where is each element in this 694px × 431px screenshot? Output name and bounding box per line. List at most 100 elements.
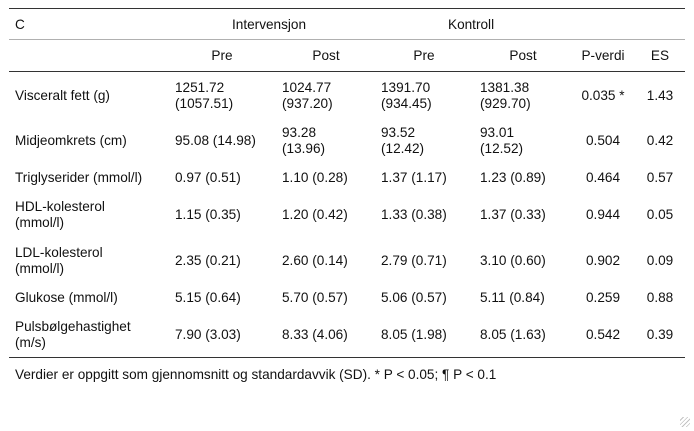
cell-line: Visceralt fett (g)	[15, 88, 110, 103]
cell-line: 5.06 (0.57)	[381, 290, 447, 305]
cell-line: 8.05 (1.63)	[480, 327, 546, 342]
bottom-rule	[9, 357, 685, 358]
cell-post-control: 1.23 (0.89)	[480, 170, 572, 186]
cell-pre-control: 1.37 (1.17)	[381, 170, 477, 186]
cell-line: (m/s)	[15, 335, 46, 350]
cell-pvalue: 0.259	[570, 290, 636, 306]
cell-line: (934.45)	[381, 96, 432, 111]
cell-es: 0.05	[636, 207, 684, 223]
cell-line: 1.37 (1.17)	[381, 170, 447, 185]
group-header-intervention: Intervensjon	[232, 17, 307, 32]
cell-post-intervention: 1024.77 (937.20)	[282, 80, 378, 112]
cell-post-intervention: 8.33 (4.06)	[282, 327, 378, 343]
cell-pre-control: 1.33 (0.38)	[381, 207, 477, 223]
cell-pvalue: 0.464	[570, 170, 636, 186]
cell-post-intervention: 1.20 (0.42)	[282, 207, 378, 223]
cell-post-control: 3.10 (0.60)	[480, 253, 572, 269]
cell-pre-intervention: 5.15 (0.64)	[175, 290, 277, 306]
cell-pre-intervention: 95.08 (14.98)	[175, 133, 277, 149]
col-header-pre-control: Pre	[413, 48, 435, 63]
cell-pvalue: 0.035 *	[570, 88, 636, 104]
cell-line: 1.43	[646, 88, 674, 103]
cell-pre-intervention: 7.90 (3.03)	[175, 327, 277, 343]
cell-line: 2.79 (0.71)	[381, 253, 447, 268]
cell-line: 5.11 (0.84)	[480, 290, 545, 305]
cell-line: 0.035 *	[581, 88, 625, 103]
cell-es: 1.43	[636, 88, 684, 104]
cell-line: (13.96)	[282, 141, 326, 156]
cell-line: 2.35 (0.21)	[175, 253, 241, 268]
cell-line: 1381.38	[480, 80, 530, 95]
panel-label: C	[15, 17, 25, 32]
cell-line: 2.60 (0.14)	[282, 253, 348, 268]
cell-line: 95.08 (14.98)	[175, 133, 256, 148]
cell-line: 0.902	[585, 253, 621, 268]
cell-pre-intervention: 1251.72 (1057.51)	[175, 80, 277, 112]
cell-line: Pulsbølgehastighet	[15, 319, 131, 334]
cell-es: 0.57	[636, 170, 684, 186]
cell-post-intervention: 93.28 (13.96)	[282, 125, 378, 157]
row-label: Triglyserider (mmol/l)	[15, 170, 170, 186]
cell-pre-control: 1391.70 (934.45)	[381, 80, 477, 112]
cell-pre-intervention: 1.15 (0.35)	[175, 207, 277, 223]
cell-es: 0.42	[636, 133, 684, 149]
col-header-es: ES	[650, 48, 670, 63]
cell-line: 93.28	[282, 125, 317, 140]
cell-post-intervention: 2.60 (0.14)	[282, 253, 378, 269]
footnote: Verdier er oppgitt som gjennomsnitt og s…	[15, 367, 497, 382]
cell-es: 0.88	[636, 290, 684, 306]
cell-line: 0.542	[585, 327, 621, 342]
cell-line: (12.52)	[480, 141, 524, 156]
cell-line: 93.52	[381, 125, 416, 140]
col-header-pre-intervention: Pre	[211, 48, 233, 63]
cell-pvalue: 0.902	[570, 253, 636, 269]
cell-line: 1.15 (0.35)	[175, 207, 241, 222]
cell-line: 0.464	[585, 170, 621, 185]
cell-post-control: 1381.38 (929.70)	[480, 80, 572, 112]
cell-line: Midjeomkrets (cm)	[15, 133, 127, 148]
cell-pre-control: 93.52 (12.42)	[381, 125, 477, 157]
cell-line: 1251.72	[175, 80, 225, 95]
cell-line: 1.37 (0.33)	[480, 207, 546, 222]
row-label: Pulsbølgehastighet (m/s)	[15, 319, 170, 351]
cell-line: 3.10 (0.60)	[480, 253, 546, 268]
cell-line: (1057.51)	[175, 96, 234, 111]
cell-line: 1.23 (0.89)	[480, 170, 546, 185]
cell-line: 0.259	[585, 290, 621, 305]
cell-pre-intervention: 2.35 (0.21)	[175, 253, 277, 269]
cell-es: 0.09	[636, 253, 684, 269]
cell-line: 0.42	[646, 133, 674, 148]
cell-line: 7.90 (3.03)	[175, 327, 241, 342]
cell-post-intervention: 5.70 (0.57)	[282, 290, 378, 306]
cell-post-control: 93.01 (12.52)	[480, 125, 572, 157]
cell-line: (12.42)	[381, 141, 425, 156]
group-header-control: Kontroll	[448, 17, 495, 32]
cell-line: 0.88	[646, 290, 674, 305]
cell-line: 0.05	[646, 207, 674, 222]
col-header-post-intervention: Post	[312, 48, 340, 63]
cell-pre-control: 5.06 (0.57)	[381, 290, 477, 306]
row-label: Visceralt fett (g)	[15, 88, 170, 104]
top-rule	[9, 8, 685, 9]
cell-post-control: 5.11 (0.84)	[480, 290, 572, 306]
cell-es: 0.39	[636, 327, 684, 343]
cell-pre-control: 8.05 (1.98)	[381, 327, 477, 343]
cell-pre-control: 2.79 (0.71)	[381, 253, 477, 269]
row-label: Glukose (mmol/l)	[15, 290, 170, 306]
row-label: LDL-kolesterol (mmol/l)	[15, 245, 170, 277]
cell-pvalue: 0.542	[570, 327, 636, 343]
row-label: HDL-kolesterol (mmol/l)	[15, 199, 170, 231]
cell-post-intervention: 1.10 (0.28)	[282, 170, 378, 186]
cell-line: Glukose (mmol/l)	[15, 290, 118, 305]
resize-grip-icon[interactable]	[680, 417, 690, 427]
row-label: Midjeomkrets (cm)	[15, 133, 170, 149]
cell-line: (mmol/l)	[15, 215, 65, 230]
cell-line: 93.01	[480, 125, 515, 140]
cell-post-control: 1.37 (0.33)	[480, 207, 572, 223]
cell-line: LDL-kolesterol	[15, 245, 103, 260]
cell-line: HDL-kolesterol	[15, 199, 105, 214]
cell-line: (929.70)	[480, 96, 531, 111]
cell-line: 1.10 (0.28)	[282, 170, 348, 185]
cell-pvalue: 0.504	[570, 133, 636, 149]
cell-line: 0.57	[646, 170, 674, 185]
